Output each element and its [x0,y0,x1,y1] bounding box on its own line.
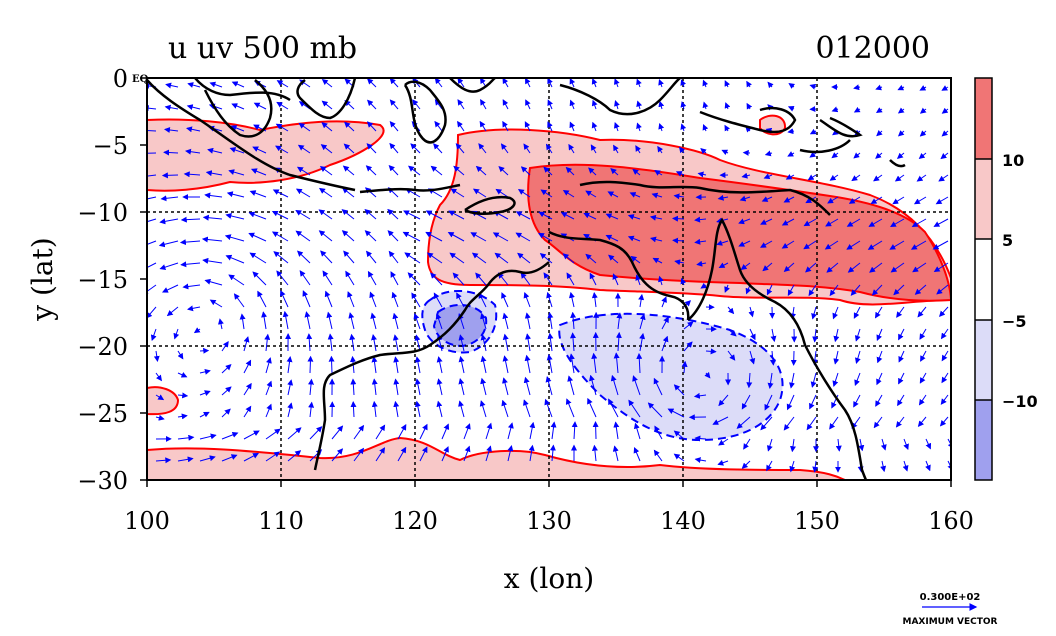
x-tick-label: 120 [392,507,438,535]
y-tick-labels: 0 −5 −10 −15 −20 −25 −30 [77,65,128,495]
colorbar-swatch [975,400,992,480]
date-label: 012000 [815,31,930,66]
x-tick-labels: 100 110 120 130 140 150 160 [124,507,974,535]
x-tick-label: 110 [258,507,304,535]
y-tick-label: −25 [77,400,128,428]
y-axis-label: y (lat) [26,237,59,321]
wind-vector [310,357,311,373]
y-tick-label: −15 [77,266,128,294]
colorbar-label: 10 [1002,151,1024,170]
colorbar-swatch [975,239,992,320]
colorbar-swatch [975,320,992,400]
x-axis-label: x (lon) [504,562,594,595]
x-tick-label: 130 [526,507,572,535]
wind-vector [673,218,684,219]
colorbar-label: −5 [1002,312,1027,331]
colorbar-label: −10 [1002,392,1038,411]
wind-vector [331,357,332,373]
colorbar-swatch [975,78,992,159]
equator-label: EQ [132,74,149,85]
y-tick-label: −20 [77,333,128,361]
wind-vector [596,422,597,439]
x-tick-label: 150 [794,507,840,535]
plot-area [139,78,955,480]
colorbar-label: 5 [1002,231,1013,250]
wind-vector [200,351,208,352]
wind-vector [143,130,156,131]
wind-vector [706,351,716,352]
y-tick-label: −5 [93,132,128,160]
chart-title: u uv 500 mb [168,31,357,66]
wind-vector [164,152,178,153]
x-tick-label: 160 [928,507,974,535]
x-tick-label: 140 [660,507,706,535]
y-tick-label: −30 [77,467,128,495]
wind-vector [673,240,684,241]
colorbar: 10 5 −5 −10 [975,78,1038,480]
vector-key-value: 0.300E+02 [920,592,981,603]
colorbar-swatch [975,159,992,239]
y-tick-label: 0 [113,65,128,93]
wind-vector [163,175,178,176]
x-tick-label: 100 [124,507,170,535]
y-tick-label: −10 [77,199,128,227]
vector-key: 0.300E+02 MAXIMUM VECTOR [902,592,997,627]
vector-key-caption: MAXIMUM VECTOR [902,617,997,627]
